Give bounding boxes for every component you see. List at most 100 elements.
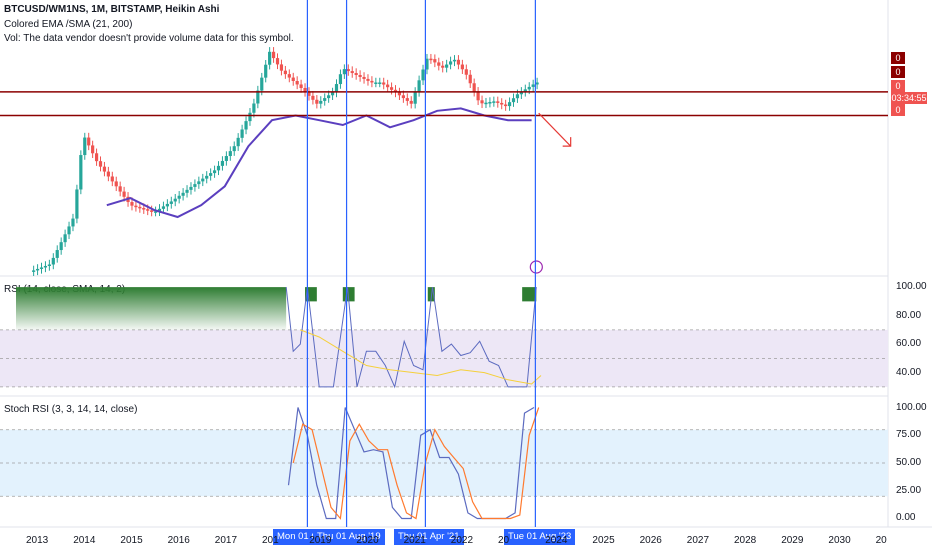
candle-body — [240, 129, 244, 138]
candle-body — [134, 205, 138, 208]
candle-body — [460, 64, 464, 70]
candle-body — [275, 58, 280, 65]
date-flag-2019: Thu 01 Aug '19 — [313, 529, 385, 545]
time-tick-label: 2016 — [167, 535, 190, 546]
time-tick-label: 2019 — [309, 535, 332, 546]
candle-body — [468, 74, 472, 84]
candle-body — [193, 184, 197, 187]
time-tick-label: 2021 — [403, 535, 426, 546]
time-tick-label: 201 — [262, 535, 279, 546]
candle-body — [346, 69, 350, 72]
candle-body — [142, 208, 146, 210]
rsi-overbought-fill-0 — [305, 287, 317, 302]
candle-body — [417, 80, 421, 92]
stoch-d-line — [292, 407, 540, 520]
stoch-tick-label: 50.00 — [896, 457, 922, 468]
candle-body — [515, 94, 520, 99]
candle-body — [504, 104, 508, 107]
candle-body — [122, 191, 126, 197]
candle-body — [173, 198, 177, 202]
time-tick-label: 2025 — [592, 535, 615, 546]
candle-body — [519, 91, 523, 95]
stoch-tick-label: 25.00 — [896, 484, 922, 496]
candle-body — [185, 189, 189, 193]
candle-body — [102, 166, 107, 172]
candle-body — [79, 155, 83, 190]
candle-body — [378, 82, 382, 84]
volume-note: Vol: The data vendor doesn't provide vol… — [4, 33, 294, 44]
candle-body — [393, 89, 398, 93]
candle-body — [205, 175, 209, 179]
candle-body — [354, 73, 358, 76]
level-badge-upper: 0 — [891, 52, 905, 64]
candle-body — [523, 89, 527, 92]
candle-body — [386, 84, 390, 88]
candle-body — [409, 100, 413, 104]
candle-body — [464, 69, 468, 75]
last-price-badge: 0 — [891, 80, 905, 92]
level-badge-lower: 0 — [891, 66, 905, 78]
candle-body — [500, 102, 504, 105]
candle-body — [165, 203, 169, 207]
stoch-tick-label: 75.00 — [896, 429, 922, 441]
stoch-tick-label: 0.00 — [896, 512, 916, 524]
candle-body — [382, 82, 386, 85]
candle-body — [157, 208, 162, 212]
bar-countdown-badge: 03:34:55 — [891, 92, 927, 104]
time-tick-label: 2029 — [781, 535, 804, 546]
candle-body — [480, 100, 484, 104]
candle-body — [252, 103, 256, 113]
stoch-pane-title[interactable]: Stoch RSI (3, 3, 14, 14, close) — [4, 404, 138, 415]
candle-body — [511, 98, 516, 103]
candle-body — [268, 51, 272, 65]
candle-body — [319, 100, 323, 104]
candle-body — [303, 87, 307, 92]
candle-body — [87, 137, 91, 146]
candle-body — [224, 156, 228, 161]
rsi-line — [285, 287, 537, 389]
candle-body — [389, 87, 394, 90]
time-tick-label: 2020 — [356, 535, 379, 546]
candle-body — [47, 264, 51, 266]
candle-body — [220, 160, 225, 166]
time-tick-label: 2027 — [686, 535, 710, 546]
candle-body — [244, 121, 248, 130]
candle-body — [366, 78, 370, 81]
candle-body — [248, 112, 252, 122]
candle-body — [169, 201, 173, 204]
candle-body — [51, 257, 55, 265]
candle-body — [201, 178, 205, 182]
candle-body — [98, 161, 103, 167]
candle-body — [279, 64, 284, 71]
candle-body — [452, 59, 457, 62]
rsi-tick-label: 100.00 — [896, 281, 927, 293]
candle-body — [197, 181, 201, 185]
indicator-legend[interactable]: Colored EMA /SMA (21, 200) — [4, 19, 133, 30]
time-tick-label: 2030 — [828, 535, 851, 546]
candle-body — [448, 61, 453, 65]
candle-body — [228, 151, 232, 157]
candle-body — [334, 84, 339, 93]
candle-body — [153, 211, 158, 213]
time-tick-label: 20 — [875, 535, 887, 546]
candle-body — [527, 86, 531, 90]
time-tick-label: 2015 — [120, 535, 143, 546]
candle-body — [437, 62, 441, 66]
candle-body — [370, 80, 374, 83]
candle-body — [456, 59, 461, 65]
candle-body — [94, 153, 99, 162]
candle-body — [91, 145, 95, 154]
candle-body — [401, 95, 405, 99]
time-tick-label: 2024 — [545, 535, 568, 546]
rsi-tick-label: 80.00 — [896, 309, 922, 321]
candle-body — [374, 82, 378, 84]
candle-body — [130, 202, 134, 206]
rsi-overbought-fill-1 — [342, 287, 355, 302]
candle-body — [311, 95, 315, 100]
candle-body — [63, 234, 67, 243]
candle-body — [236, 137, 240, 147]
candle-body — [330, 92, 335, 96]
candle-body — [146, 209, 150, 211]
candle-body — [271, 51, 276, 59]
